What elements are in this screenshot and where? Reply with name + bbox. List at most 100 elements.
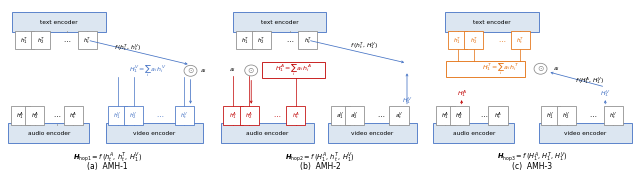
Text: text encoder: text encoder: [40, 20, 78, 25]
Text: text encoder: text encoder: [260, 20, 298, 25]
FancyBboxPatch shape: [239, 106, 259, 125]
Text: $h_2^A$: $h_2^A$: [456, 110, 464, 121]
FancyBboxPatch shape: [233, 12, 326, 32]
Text: $H_1^V$: $H_1^V$: [600, 88, 611, 99]
Text: $H_1^A=\sum_i a_i\,h_i^A$: $H_1^A=\sum_i a_i\,h_i^A$: [275, 62, 312, 78]
Text: $H_1^A$: $H_1^A$: [457, 88, 467, 99]
Text: $h_t^T$: $h_t^T$: [516, 35, 525, 46]
Text: $a_i$: $a_i$: [553, 65, 560, 73]
Text: $a_i$: $a_i$: [230, 66, 237, 74]
FancyBboxPatch shape: [25, 106, 44, 125]
Text: $h_t^V$: $h_t^V$: [609, 110, 618, 121]
Text: $\cdots$: $\cdots$: [498, 37, 506, 43]
Text: $H_1^V=\sum_i a_i\,h_i^V$: $H_1^V=\sum_i a_i\,h_i^V$: [129, 63, 167, 79]
FancyBboxPatch shape: [12, 12, 106, 32]
Text: $a_1^V$: $a_1^V$: [336, 110, 344, 121]
Text: $\boldsymbol{H}_{\rm hop1}=f\,(h_t^A,\,h_t^T,\,H_1^V)$: $\boldsymbol{H}_{\rm hop1}=f\,(h_t^A,\,h…: [73, 150, 142, 164]
FancyBboxPatch shape: [448, 31, 467, 49]
Text: $h_2^A$: $h_2^A$: [31, 110, 39, 121]
FancyBboxPatch shape: [488, 106, 508, 125]
Text: $h_1^T$: $h_1^T$: [20, 35, 29, 46]
Text: $a_i$: $a_i$: [200, 67, 207, 75]
Text: (a)  AMH-1: (a) AMH-1: [87, 161, 128, 171]
FancyBboxPatch shape: [511, 31, 530, 49]
Text: (c)  AMH-3: (c) AMH-3: [513, 161, 552, 171]
Text: $h_2^V$: $h_2^V$: [563, 110, 572, 121]
Text: $\boldsymbol{H}_{\rm hop3}=f\,(H_1^A,\,H_1^T,\,H_1^V)$: $\boldsymbol{H}_{\rm hop3}=f\,(H_1^A,\,H…: [497, 150, 568, 164]
FancyBboxPatch shape: [252, 31, 271, 49]
Text: $\cdots$: $\cdots$: [589, 112, 597, 118]
Text: $h_1^V$: $h_1^V$: [547, 110, 555, 121]
Text: video encoder: video encoder: [351, 130, 394, 136]
FancyBboxPatch shape: [106, 123, 203, 143]
Text: $f\,(H_1^A,\,H_1^V)$: $f\,(H_1^A,\,H_1^V)$: [575, 76, 604, 86]
Circle shape: [244, 65, 258, 76]
Text: $h_1^T$: $h_1^T$: [453, 35, 462, 46]
FancyBboxPatch shape: [464, 31, 483, 49]
FancyBboxPatch shape: [445, 12, 538, 32]
FancyBboxPatch shape: [221, 123, 314, 143]
Text: $h_2^T$: $h_2^T$: [470, 35, 478, 46]
Text: $\cdots$: $\cdots$: [376, 112, 385, 118]
FancyBboxPatch shape: [436, 106, 455, 125]
Text: $h_t^A$: $h_t^A$: [494, 110, 502, 121]
Text: $\cdots$: $\cdots$: [480, 112, 488, 118]
FancyBboxPatch shape: [447, 61, 525, 77]
Text: $\cdots$: $\cdots$: [285, 37, 294, 43]
Text: text encoder: text encoder: [473, 20, 511, 25]
FancyBboxPatch shape: [108, 106, 127, 125]
FancyBboxPatch shape: [63, 106, 83, 125]
Text: $h_t^V$: $h_t^V$: [180, 110, 189, 121]
Text: audio encoder: audio encoder: [28, 130, 70, 136]
FancyBboxPatch shape: [31, 31, 51, 49]
Text: $\cdots$: $\cdots$: [273, 112, 282, 118]
Text: $h_2^A$: $h_2^A$: [245, 110, 253, 121]
FancyBboxPatch shape: [15, 31, 34, 49]
Text: audio encoder: audio encoder: [452, 130, 495, 136]
Text: (b)  AMH-2: (b) AMH-2: [300, 161, 340, 171]
FancyBboxPatch shape: [557, 106, 577, 125]
Text: $f\,(h_t^T,\,h_t^V)$: $f\,(h_t^T,\,h_t^V)$: [114, 42, 141, 53]
Text: $f\,(h_t^T,\,H_1^V)$: $f\,(h_t^T,\,H_1^V)$: [351, 41, 379, 52]
Text: video encoder: video encoder: [564, 130, 606, 136]
Text: video encoder: video encoder: [133, 130, 175, 136]
Text: $h_1^T$: $h_1^T$: [241, 35, 250, 46]
FancyBboxPatch shape: [328, 123, 417, 143]
FancyBboxPatch shape: [77, 31, 97, 49]
FancyBboxPatch shape: [604, 106, 623, 125]
FancyBboxPatch shape: [433, 123, 514, 143]
Text: $h_2^T$: $h_2^T$: [36, 35, 45, 46]
Text: $h_t^A$: $h_t^A$: [292, 110, 300, 121]
FancyBboxPatch shape: [538, 123, 632, 143]
FancyBboxPatch shape: [331, 106, 350, 125]
Text: $h_2^V$: $h_2^V$: [129, 110, 138, 121]
FancyBboxPatch shape: [223, 106, 243, 125]
FancyBboxPatch shape: [450, 106, 469, 125]
Text: $\cdots$: $\cdots$: [63, 37, 71, 43]
Circle shape: [534, 63, 547, 74]
Text: $\boldsymbol{H}_{\rm hop2}=f\,(H_1^A,\,h_t^T,\,H_1^V)$: $\boldsymbol{H}_{\rm hop2}=f\,(H_1^A,\,h…: [285, 150, 355, 164]
Circle shape: [184, 65, 197, 76]
FancyBboxPatch shape: [262, 62, 325, 78]
Text: $h_1^A$: $h_1^A$: [17, 110, 25, 121]
Text: $h_t^T$: $h_t^T$: [83, 35, 92, 46]
FancyBboxPatch shape: [124, 106, 143, 125]
Text: audio encoder: audio encoder: [246, 130, 289, 136]
Text: $h_t^T$: $h_t^T$: [303, 35, 312, 46]
Text: $h_1^V$: $h_1^V$: [113, 110, 122, 121]
Text: $\cdots$: $\cdots$: [53, 112, 61, 118]
Text: $h_1^A$: $h_1^A$: [229, 110, 237, 121]
Text: $h_1^A$: $h_1^A$: [442, 110, 449, 121]
Text: $\odot$: $\odot$: [187, 66, 195, 75]
Text: $\odot$: $\odot$: [537, 64, 545, 73]
Text: $H_1^V$: $H_1^V$: [402, 95, 412, 106]
FancyBboxPatch shape: [8, 123, 90, 143]
FancyBboxPatch shape: [541, 106, 560, 125]
Text: $a_2^V$: $a_2^V$: [350, 110, 358, 121]
FancyBboxPatch shape: [298, 31, 317, 49]
Text: $\odot$: $\odot$: [248, 66, 255, 75]
FancyBboxPatch shape: [345, 106, 364, 125]
Text: $a_t^V$: $a_t^V$: [395, 110, 403, 121]
FancyBboxPatch shape: [175, 106, 194, 125]
Text: $h_t^A$: $h_t^A$: [69, 110, 77, 121]
